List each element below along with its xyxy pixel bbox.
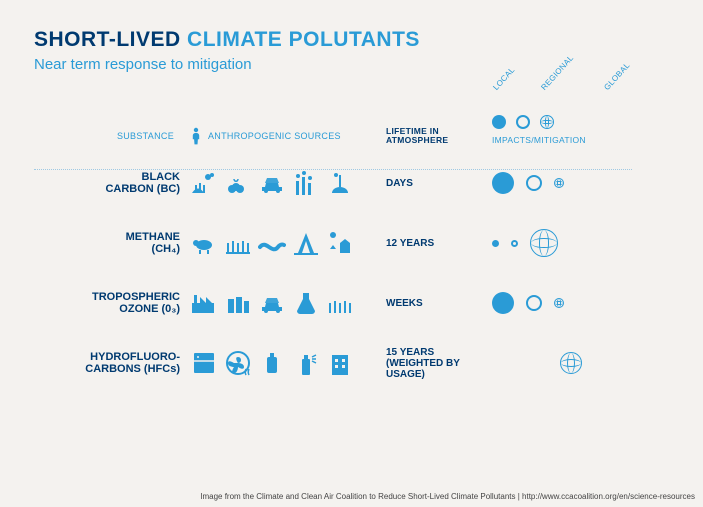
impact-global-icon xyxy=(554,298,564,308)
table-row: TROPOSPHERICOZONE (0₃) WEEKS xyxy=(34,273,669,333)
rice-paddy-icon xyxy=(224,229,252,257)
divider xyxy=(34,169,632,170)
biomass-cook-icon xyxy=(224,169,252,197)
legend-global-icon xyxy=(540,115,554,129)
col-lifetime: LIFETIME IN ATMOSPHERE xyxy=(386,127,486,146)
image-credit: Image from the Climate and Clean Air Coa… xyxy=(200,492,695,501)
smokestacks-icon xyxy=(292,169,320,197)
col-impacts: LOCAL REGIONAL GLOBAL IMPACTS/MITIGATION xyxy=(492,105,632,167)
col-sources: ANTHROPOGENIC SOURCES xyxy=(190,127,380,145)
title-part1: SHORT-LIVED xyxy=(34,28,181,51)
substance-name: BLACKCARBON (BC) xyxy=(34,171,184,195)
brick-kiln-icon xyxy=(326,169,354,197)
header-row: SUBSTANCE ANTHROPOGENIC SOURCES LIFETIME… xyxy=(34,105,669,153)
sources-icons xyxy=(190,169,380,197)
impacts-cells xyxy=(492,229,632,257)
col-impacts-label: IMPACTS/MITIGATION xyxy=(492,135,586,145)
fuel-cans-icon xyxy=(224,289,252,317)
scale-legend xyxy=(492,115,586,129)
lifetime-value: DAYS xyxy=(386,178,486,189)
factory-icon xyxy=(190,289,218,317)
car-icon xyxy=(258,169,286,197)
flask-icon xyxy=(292,289,320,317)
substance-name: TROPOSPHERICOZONE (0₃) xyxy=(34,291,184,315)
pipeline-icon xyxy=(258,229,286,257)
sources-icons xyxy=(190,349,380,377)
impact-global-icon xyxy=(530,229,558,257)
ac-fan-icon xyxy=(224,349,252,377)
pollutants-table: SUBSTANCE ANTHROPOGENIC SOURCES LIFETIME… xyxy=(34,105,669,393)
scale-labels: LOCAL REGIONAL GLOBAL xyxy=(492,83,643,92)
impacts-cells xyxy=(492,172,632,194)
impact-regional-icon xyxy=(511,240,518,247)
landfill-icon xyxy=(326,229,354,257)
crops-icon xyxy=(326,289,354,317)
lifetime-value: 12 YEARS xyxy=(386,238,486,249)
title-part2: CLIMATE POLUTANTS xyxy=(187,28,420,51)
table-row: HYDROFLUORO-CARBONS (HFCs) 15 YEARS (WEIG… xyxy=(34,333,669,393)
impact-global-icon xyxy=(560,352,582,374)
sheep-icon xyxy=(190,229,218,257)
lifetime-value: 15 YEARS (WEIGHTED BY USAGE) xyxy=(386,347,486,380)
impact-regional-icon xyxy=(526,295,542,311)
substance-name: METHANE(CH₄) xyxy=(34,231,184,255)
impact-local-icon xyxy=(492,292,514,314)
sources-icons xyxy=(190,289,380,317)
impacts-cells xyxy=(492,292,632,314)
impacts-cells xyxy=(492,352,632,374)
sources-icons xyxy=(190,229,380,257)
building-icon xyxy=(326,349,354,377)
legend-regional-icon xyxy=(516,115,530,129)
col-substance: SUBSTANCE xyxy=(34,131,184,141)
legend-local-icon xyxy=(492,115,506,129)
spray-can-icon xyxy=(292,349,320,377)
impact-local-icon xyxy=(492,172,514,194)
fridge-icon xyxy=(190,349,218,377)
lifetime-value: WEEKS xyxy=(386,298,486,309)
person-icon xyxy=(190,127,202,145)
car-icon xyxy=(258,289,286,317)
canister-icon xyxy=(258,349,286,377)
page-title: SHORT-LIVED CLIMATE POLUTANTS xyxy=(34,28,669,52)
substance-name: HYDROFLUORO-CARBONS (HFCs) xyxy=(34,351,184,375)
oil-rig-icon xyxy=(292,229,320,257)
impact-global-icon xyxy=(554,178,564,188)
impact-regional-icon xyxy=(526,175,542,191)
crops-fire-icon xyxy=(190,169,218,197)
col-sources-label: ANTHROPOGENIC SOURCES xyxy=(208,131,341,141)
impact-local-icon xyxy=(492,240,499,247)
table-row: METHANE(CH₄) 12 YEARS xyxy=(34,213,669,273)
